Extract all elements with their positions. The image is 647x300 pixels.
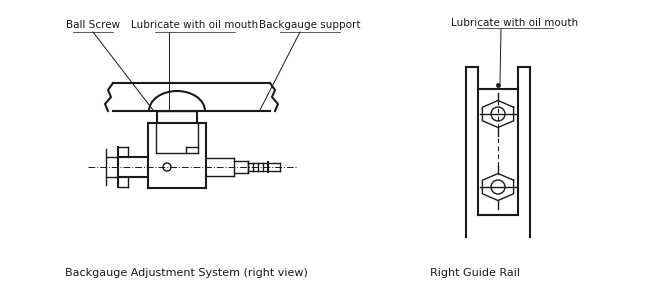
- Text: Backgauge support: Backgauge support: [259, 20, 361, 30]
- Text: Lubricate with oil mouth: Lubricate with oil mouth: [131, 20, 259, 30]
- Text: Ball Screw: Ball Screw: [66, 20, 120, 30]
- Text: Lubricate with oil mouth: Lubricate with oil mouth: [452, 18, 578, 28]
- Text: Right Guide Rail: Right Guide Rail: [430, 268, 520, 278]
- Text: Backgauge Adjustment System (right view): Backgauge Adjustment System (right view): [65, 268, 308, 278]
